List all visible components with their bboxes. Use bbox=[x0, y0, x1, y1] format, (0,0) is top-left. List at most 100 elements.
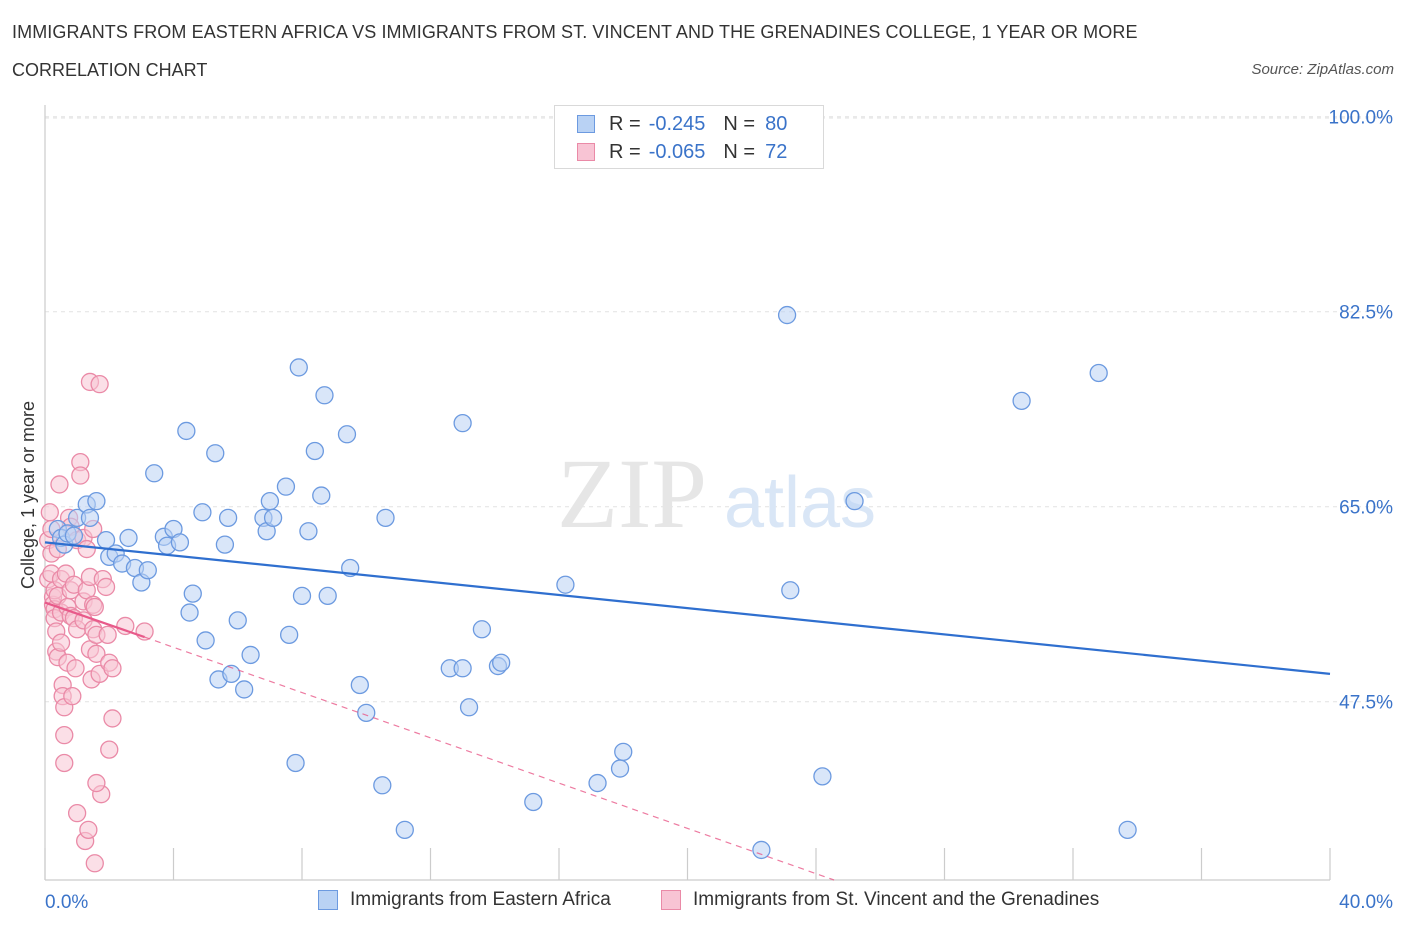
data-point-blue bbox=[206, 444, 225, 463]
data-point-blue bbox=[357, 703, 376, 723]
data-point-blue bbox=[472, 620, 492, 639]
series-blue-points bbox=[48, 305, 1137, 860]
data-point-blue bbox=[305, 441, 325, 461]
data-point-pink bbox=[90, 374, 109, 394]
correlation-legend: R = -0.245 N = 80 R = -0.065 N = 72 bbox=[554, 105, 824, 169]
data-point-pink bbox=[50, 475, 69, 494]
data-point-blue bbox=[286, 753, 305, 773]
data-point-blue bbox=[64, 526, 84, 545]
data-point-blue bbox=[215, 535, 235, 554]
legend-r-value: -0.065 bbox=[648, 140, 706, 163]
data-point-pink bbox=[66, 659, 85, 678]
data-point-blue bbox=[263, 508, 283, 528]
data-point-blue bbox=[845, 491, 864, 511]
data-point-blue bbox=[241, 645, 260, 665]
x-tick-label-max: 40.0% bbox=[1339, 892, 1393, 913]
series-legend-swatch-pink bbox=[661, 890, 681, 910]
data-point-blue bbox=[752, 840, 771, 860]
data-point-blue bbox=[235, 680, 254, 699]
data-point-blue bbox=[376, 508, 395, 528]
data-point-blue bbox=[193, 503, 212, 522]
data-point-blue bbox=[337, 425, 357, 444]
data-point-blue bbox=[276, 477, 296, 496]
data-point-blue bbox=[556, 575, 575, 594]
data-point-pink bbox=[55, 753, 74, 773]
grid-lines bbox=[45, 116, 1392, 703]
y-tick-label: 100.0% bbox=[1329, 108, 1394, 129]
y-tick-label: 65.0% bbox=[1339, 498, 1393, 519]
data-point-blue bbox=[177, 421, 196, 441]
data-point-pink bbox=[87, 773, 106, 793]
data-point-blue bbox=[312, 486, 331, 505]
series-legend-swatch-blue bbox=[318, 890, 338, 910]
data-point-pink bbox=[67, 803, 87, 823]
trend-line-pink-dashed bbox=[144, 636, 835, 881]
data-point-pink bbox=[51, 633, 71, 652]
data-point-blue bbox=[777, 305, 797, 325]
legend-swatch-pink bbox=[577, 143, 595, 161]
data-point-pink bbox=[85, 854, 104, 873]
legend-row-pink: R = -0.065 N = 72 bbox=[577, 140, 787, 164]
data-point-blue bbox=[610, 759, 630, 778]
data-point-blue bbox=[80, 508, 100, 528]
data-point-pink bbox=[103, 709, 122, 728]
series-legend-blue: Immigrants from Eastern Africa bbox=[318, 889, 611, 911]
data-point-blue bbox=[524, 792, 543, 812]
data-point-blue bbox=[318, 586, 337, 606]
trend-lines bbox=[44, 541, 1331, 881]
y-tick-label: 47.5% bbox=[1339, 693, 1393, 714]
data-point-blue bbox=[289, 358, 308, 377]
data-point-pink bbox=[103, 659, 122, 678]
legend-n-label: N = bbox=[723, 140, 756, 163]
data-point-blue bbox=[453, 413, 472, 433]
y-tick-label: 82.5% bbox=[1339, 303, 1393, 324]
axes bbox=[44, 105, 1331, 881]
data-point-blue bbox=[588, 773, 607, 793]
data-point-blue bbox=[119, 528, 138, 548]
data-point-pink bbox=[77, 539, 96, 559]
data-point-blue bbox=[299, 522, 318, 541]
data-point-pink bbox=[55, 725, 74, 745]
data-point-blue bbox=[1118, 820, 1137, 840]
data-point-pink bbox=[71, 466, 90, 485]
data-point-blue bbox=[180, 603, 199, 622]
data-point-blue bbox=[292, 586, 312, 606]
data-point-blue bbox=[492, 653, 511, 672]
data-point-blue bbox=[350, 675, 369, 695]
data-point-blue bbox=[453, 659, 472, 678]
legend-row-blue: R = -0.245 N = 80 bbox=[577, 112, 787, 136]
source-label: Source: ZipAtlas.com bbox=[1251, 61, 1394, 78]
data-point-blue bbox=[315, 386, 334, 405]
watermark-zip: ZIP bbox=[557, 438, 707, 549]
data-point-blue bbox=[395, 820, 414, 840]
data-point-pink bbox=[85, 597, 104, 617]
series-legend-pink: Immigrants from St. Vincent and the Gren… bbox=[661, 889, 1099, 911]
data-point-blue bbox=[781, 581, 800, 600]
legend-n-label: N = bbox=[723, 112, 756, 135]
data-point-pink bbox=[79, 820, 98, 840]
legend-r-label: R = bbox=[609, 140, 641, 163]
data-point-blue bbox=[279, 625, 299, 645]
data-point-blue bbox=[196, 631, 215, 650]
y-axis-title: College, 1 year or more bbox=[18, 401, 38, 589]
series-legend: Immigrants from Eastern Africa Immigrant… bbox=[0, 889, 1406, 915]
data-point-blue bbox=[373, 776, 392, 795]
data-point-blue bbox=[87, 491, 106, 511]
data-point-pink bbox=[40, 503, 59, 522]
axis-labels: 100.0% 82.5% 65.0% 47.5% 0.0% 40.0% bbox=[45, 108, 1393, 913]
data-point-blue bbox=[459, 698, 479, 717]
series-legend-label-blue: Immigrants from Eastern Africa bbox=[350, 889, 611, 910]
legend-r-label: R = bbox=[609, 112, 641, 135]
data-point-blue bbox=[813, 767, 832, 786]
data-point-blue bbox=[222, 664, 241, 684]
data-point-blue bbox=[1012, 391, 1031, 411]
chart-title: IMMIGRANTS FROM EASTERN AFRICA VS IMMIGR… bbox=[12, 22, 1138, 42]
data-point-blue bbox=[218, 508, 238, 528]
legend-n-value: 80 bbox=[765, 112, 788, 135]
legend-n-value: 72 bbox=[765, 140, 788, 163]
series-legend-label-pink: Immigrants from St. Vincent and the Gren… bbox=[693, 889, 1100, 910]
data-point-blue bbox=[228, 611, 247, 630]
legend-swatch-blue bbox=[577, 115, 595, 133]
trend-line-blue bbox=[44, 541, 1331, 675]
data-point-pink bbox=[87, 644, 106, 663]
